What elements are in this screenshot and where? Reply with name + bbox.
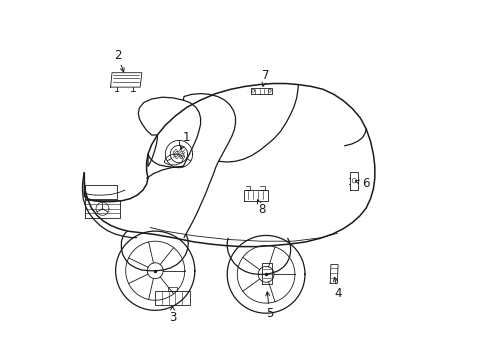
Text: 6: 6 [362,177,369,190]
Text: 1: 1 [182,131,189,144]
Text: 3: 3 [168,311,176,324]
Text: 5: 5 [265,307,273,320]
Text: 8: 8 [258,203,265,216]
Text: 4: 4 [334,287,341,300]
Text: 7: 7 [262,69,269,82]
Text: 2: 2 [114,49,122,62]
